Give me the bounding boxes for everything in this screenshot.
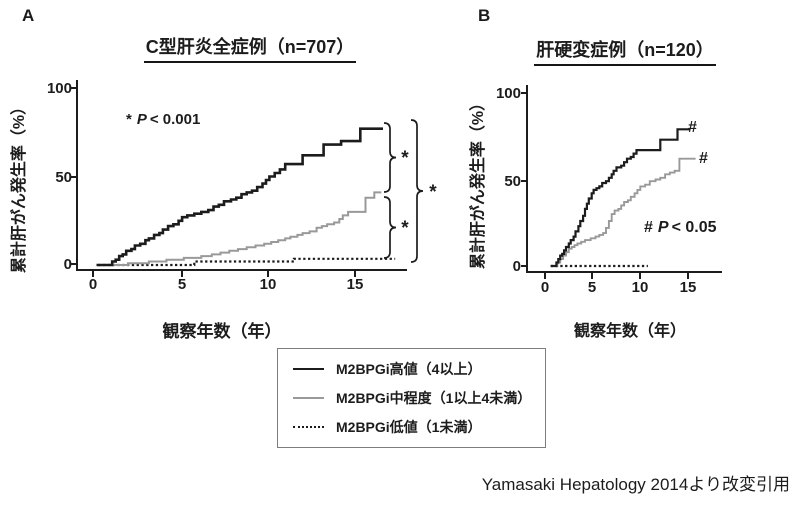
b-xtick-15: 15 — [679, 279, 697, 296]
legend-item-low: M2BPGi低値（1未満） — [293, 414, 541, 440]
solid-gray-line-sample — [293, 396, 324, 399]
legend-label-low: M2BPGi低値（1未満） — [336, 418, 482, 435]
a-xtick-10: 10 — [259, 276, 277, 293]
b-hash-mid-curve: # — [699, 150, 708, 167]
panel-b-title: 肝硬変症例（n=120） — [495, 36, 755, 66]
legend-label-mid: M2BPGi中程度（1以上4未満） — [336, 389, 532, 406]
a-pvalue-note: * P < 0.001 — [126, 111, 200, 128]
b-pvalue-p: P — [657, 219, 669, 236]
panel-a-title: C型肝炎全症例（n=707） — [118, 33, 382, 63]
panel-a-title-text: C型肝炎全症例（n=707） — [143, 33, 357, 63]
b-ytick-100: 100 — [495, 85, 521, 102]
b-xtick-0: 0 — [540, 279, 550, 296]
solid-black-line-sample — [293, 368, 324, 371]
a-ytick-50: 50 — [55, 169, 72, 186]
panel-b-letter: B — [478, 6, 491, 25]
a-bracket-star-high-vs-low: * — [429, 182, 437, 203]
a-bracket-star-mid-vs-low: * — [401, 218, 409, 239]
b-x-axis-label: 観察年数（年） — [573, 323, 686, 340]
b-y-axis-label: 累計肝がん発生率（%） — [470, 94, 487, 270]
b-pvalue-comparison: < 0.05 — [671, 219, 717, 236]
a-y-axis-label: 累計肝がん発生率（%） — [11, 98, 28, 274]
a-xtick-0: 0 — [88, 276, 98, 293]
legend: M2BPGi高値（4以上） M2BPGi中程度（1以上4未満） M2BPGi低値… — [277, 348, 546, 448]
citation: Yamasaki Hepatology 2014より改変引用 — [481, 475, 790, 494]
a-x-axis-label: 観察年数（年） — [162, 322, 282, 341]
a-ytick-0: 0 — [63, 256, 72, 273]
legend-item-high: M2BPGi高値（4以上） — [293, 356, 541, 382]
b-ytick-0: 0 — [512, 258, 521, 275]
panel-a-letter: A — [22, 6, 35, 25]
a-xtick-5: 5 — [177, 276, 187, 293]
b-hash-high-curve: # — [688, 119, 697, 136]
b-pvalue-note: # P < 0.05 — [644, 219, 717, 237]
a-pvalue-star: * — [126, 111, 132, 128]
a-bracket-star-high-vs-mid: * — [401, 148, 409, 169]
legend-label-high: M2BPGi高値（4以上） — [336, 361, 482, 378]
b-pvalue-hash: # — [644, 219, 653, 236]
b-xtick-5: 5 — [587, 279, 597, 296]
panel-b-title-text: 肝硬変症例（n=120） — [534, 36, 716, 66]
b-ytick-50: 50 — [504, 173, 521, 190]
legend-item-mid: M2BPGi中程度（1以上4未満） — [293, 385, 541, 411]
a-xtick-15: 15 — [346, 276, 364, 293]
dotted-black-line-sample — [293, 425, 324, 428]
a-pvalue-comparison: < 0.001 — [149, 111, 201, 128]
b-xtick-10: 10 — [631, 279, 649, 296]
a-pvalue-p: P — [136, 111, 147, 128]
a-ytick-100: 100 — [46, 80, 72, 97]
